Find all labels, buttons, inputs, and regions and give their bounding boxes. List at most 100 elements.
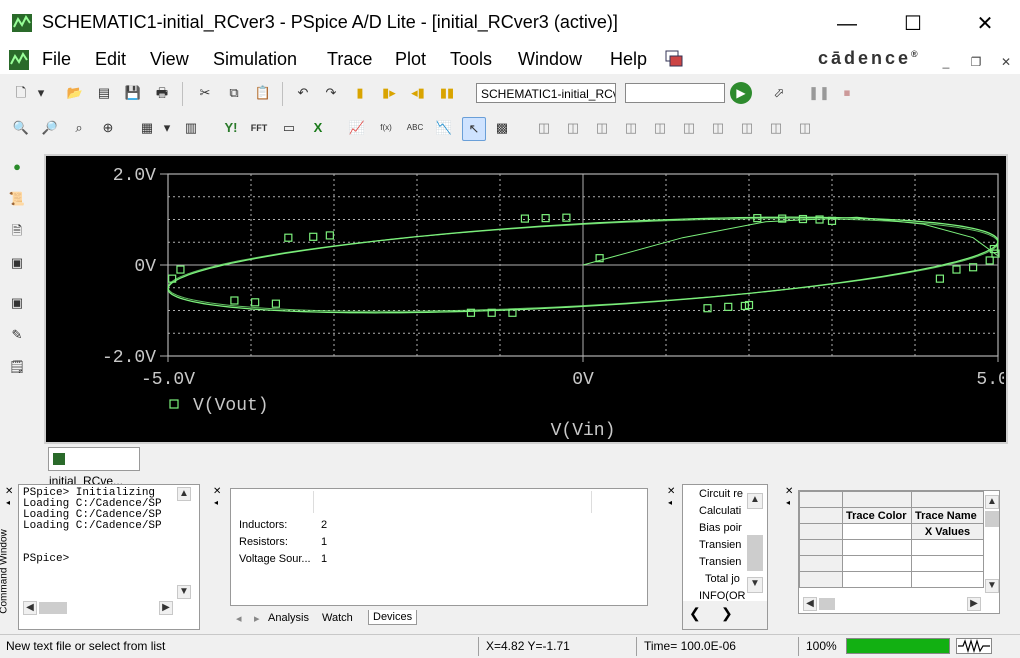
simulation-combo[interactable] — [625, 83, 725, 103]
run-simulation-icon[interactable]: ▶ — [730, 82, 752, 104]
close-button[interactable]: ✕ — [976, 13, 994, 35]
performance-analysis-icon[interactable]: ▭ — [282, 120, 296, 135]
pspice-app-icon[interactable] — [10, 11, 34, 35]
trace-scroll-left-icon[interactable]: ◀ — [803, 597, 817, 611]
maximize-button[interactable]: ☐ — [904, 13, 922, 35]
pause-icon[interactable]: ❚❚ — [808, 85, 830, 100]
menu-trace[interactable]: Trace — [327, 49, 373, 69]
new-file-icon[interactable]: 🗋 — [15, 85, 27, 100]
open-folder-icon[interactable]: 📂 — [66, 85, 84, 100]
excel-export-icon[interactable]: X — [313, 120, 323, 135]
menu-edit[interactable]: Edit — [95, 49, 127, 69]
sim-vscroll-thumb[interactable] — [747, 535, 763, 571]
menu-file[interactable]: File — [42, 49, 72, 69]
probe-plot[interactable]: 2.0V 0V -2.0V-5.0V 0V 5.0V V(Vout) V(Vin) — [48, 158, 1004, 440]
bookmark-icon[interactable]: ▮ — [356, 85, 364, 100]
axis-settings-icon[interactable]: ▥ — [184, 120, 198, 135]
tab-devices[interactable]: Devices — [368, 610, 418, 625]
cursor-point-icon[interactable]: ◫ — [682, 120, 696, 135]
zoom-fit-icon[interactable]: ⊕ — [102, 120, 114, 135]
sim-scroll-right-icon[interactable]: ❯ — [721, 605, 733, 621]
trace-hscroll-thumb[interactable] — [819, 598, 835, 610]
bookmark-prev-icon[interactable]: ◂▮ — [411, 85, 425, 100]
chevron-down-icon[interactable]: ▾ — [37, 85, 45, 100]
stop-icon[interactable]: ⏹ — [843, 85, 851, 100]
print-icon[interactable]: 🖶 — [155, 85, 169, 100]
next-transition-icon[interactable]: ◫ — [740, 120, 754, 135]
command-scroll-right-icon[interactable]: ▶ — [159, 601, 173, 615]
redo-icon[interactable]: ↷ — [325, 85, 337, 100]
mark-data-points-icon[interactable]: 📉 — [435, 120, 453, 135]
text-label-icon[interactable]: ABC — [406, 123, 424, 132]
eval-goal-function-icon[interactable]: f(x) — [380, 123, 392, 132]
sim-list-arrow-icon[interactable]: ◂ — [668, 498, 673, 507]
toggle-cursor-icon[interactable]: ▩ — [495, 120, 509, 135]
trace-scroll-up-icon[interactable]: ▲ — [985, 495, 999, 509]
command-window-arrow-icon[interactable]: ◂ — [6, 498, 11, 507]
bookmark-next-icon[interactable]: ▮▸ — [382, 85, 396, 100]
tab-analysis[interactable]: Analysis — [268, 612, 309, 624]
menu-help[interactable]: Help — [610, 49, 648, 69]
mdi-restore-button[interactable]: ❐ — [970, 55, 982, 69]
log-axis-icon[interactable]: ▦ — [140, 120, 154, 135]
document-icon[interactable] — [8, 49, 30, 71]
notes-icon[interactable]: 🗒 — [8, 359, 26, 374]
cursor-min-icon[interactable]: ◫ — [624, 120, 638, 135]
sim-scroll-up-icon[interactable]: ▲ — [747, 493, 763, 509]
command-window[interactable]: PSpice> Initializing Loading C:/Cadence/… — [18, 484, 200, 630]
simulation-status-icon[interactable]: ● — [13, 159, 21, 174]
undo-icon[interactable]: ↶ — [297, 85, 309, 100]
cursor-select-icon[interactable]: ↖ — [462, 117, 486, 141]
cursor-max-icon[interactable]: ◫ — [653, 120, 667, 135]
trace-scroll-down-icon[interactable]: ▼ — [985, 579, 999, 593]
command-scroll-left-icon[interactable]: ◀ — [23, 601, 37, 615]
minimize-button[interactable]: — — [837, 13, 857, 35]
tile-windows-icon[interactable] — [664, 50, 684, 68]
menu-plot[interactable]: Plot — [395, 49, 427, 69]
chevron-down-icon[interactable]: ▾ — [163, 120, 171, 135]
save-icon[interactable]: 💾 — [124, 85, 142, 100]
mdi-minimize-button[interactable]: _ — [942, 55, 950, 69]
cursor-trough-icon[interactable]: ◫ — [566, 120, 580, 135]
bookmark-clear-icon[interactable]: ▮▮ — [439, 85, 455, 100]
trace-table-close-icon[interactable]: ✕ — [785, 486, 794, 497]
cursor-peak-icon[interactable]: ◫ — [537, 120, 551, 135]
edit-profile-icon[interactable]: ✎ — [11, 327, 23, 342]
menu-tools[interactable]: Tools — [450, 49, 493, 69]
sim-scroll-left-icon[interactable]: ❮ — [689, 605, 701, 621]
cursor-search-icon[interactable]: ◫ — [711, 120, 725, 135]
add-y-axis-icon[interactable]: Y! — [224, 120, 238, 135]
command-window-close-icon[interactable]: ✕ — [5, 486, 14, 497]
fft-icon[interactable]: FFT — [250, 123, 268, 133]
menu-window[interactable]: Window — [518, 49, 583, 69]
copy-icon[interactable]: ⧉ — [229, 85, 239, 100]
sim-list-close-icon[interactable]: ✕ — [667, 486, 676, 497]
view-sim-results-icon[interactable]: ⬀ — [773, 85, 785, 100]
devices-arrow-icon[interactable]: ◂ — [214, 498, 219, 507]
tab-watch[interactable]: Watch — [322, 612, 353, 624]
devices-close-icon[interactable]: ✕ — [213, 486, 222, 497]
netlist-icon[interactable]: 🗎 — [11, 223, 23, 238]
zoom-in-icon[interactable]: 🔍 — [12, 120, 30, 135]
plot-tab[interactable]: initial_RCve... — [48, 447, 140, 488]
devices-tab-right-icon[interactable]: ▸ — [254, 613, 260, 625]
command-hscroll-thumb[interactable] — [39, 602, 67, 614]
menu-view[interactable]: View — [150, 49, 189, 69]
zoom-out-icon[interactable]: 🔎 — [41, 120, 59, 135]
menu-simulation[interactable]: Simulation — [213, 49, 298, 69]
trace-table-arrow-icon[interactable]: ◂ — [786, 498, 791, 507]
output-file-icon[interactable]: 📜 — [8, 191, 26, 206]
open-simulation-icon[interactable]: ▤ — [97, 85, 111, 100]
prev-transition-icon[interactable]: ◫ — [769, 120, 783, 135]
probe-window-icon[interactable]: ▣ — [10, 255, 24, 270]
mark-label-icon[interactable]: ◫ — [798, 120, 812, 135]
simulation-message-list[interactable]: Circuit re Calculati Bias poir Transien … — [682, 484, 768, 630]
add-trace-icon[interactable]: 📈 — [348, 120, 366, 135]
simulation-profile-select[interactable]: SCHEMATIC1-initial_RCver — [476, 83, 616, 103]
devices-tab-left-icon[interactable]: ◂ — [236, 613, 242, 625]
mdi-close-button[interactable]: ✕ — [1000, 55, 1012, 69]
run-probe-icon[interactable]: ▣ — [10, 295, 24, 310]
command-scroll-down-icon[interactable]: ▼ — [177, 585, 191, 599]
paste-icon[interactable]: 📋 — [254, 85, 272, 100]
trace-vscroll-thumb[interactable] — [985, 511, 999, 527]
